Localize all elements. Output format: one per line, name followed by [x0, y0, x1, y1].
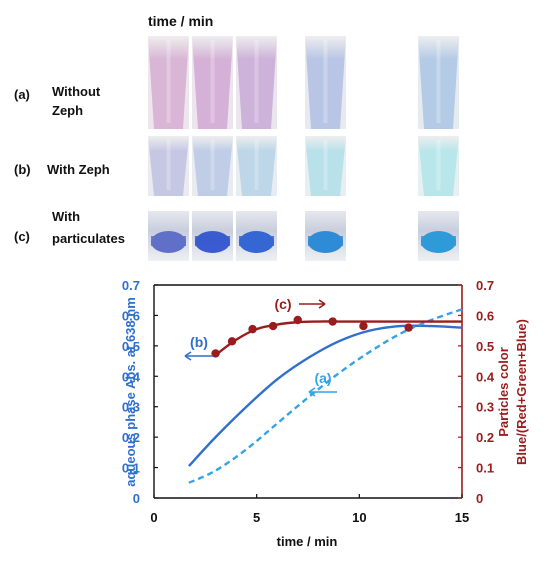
- tube-photo: [236, 36, 277, 129]
- data-point: [268, 321, 278, 331]
- x-tick-label: 15: [455, 510, 469, 525]
- tube-photo: [148, 136, 189, 196]
- plot-frame: [153, 284, 463, 499]
- annotation-arrowhead: [184, 351, 192, 361]
- y-right-axis-label-line1: Particles color: [496, 347, 511, 437]
- row-letter: (c): [14, 229, 30, 244]
- y-right-tick-label: 0.3: [476, 400, 494, 415]
- y-right-tick-label: 0.6: [476, 308, 494, 323]
- series-line-0: [188, 324, 463, 467]
- y-right-axis-ticks: 0 0.1 0.2 0.3 0.4 0.5 0.6 0.7: [458, 278, 495, 506]
- x-axis-ticks: 0 5 10 15: [150, 494, 469, 525]
- tube-photo: [148, 36, 189, 129]
- y-right-tick-label: 0.7: [476, 278, 494, 293]
- x-tick-label: 5: [253, 510, 260, 525]
- data-point: [328, 317, 337, 326]
- data-point: [227, 337, 237, 346]
- data-point: [293, 315, 302, 325]
- y-right-axis-label-line2: Blue/(Red+Green+Blue): [514, 319, 529, 465]
- tube-photo: [192, 36, 233, 129]
- annotation-arrowhead: [318, 299, 326, 309]
- series-line-1: [188, 308, 463, 484]
- tube-photo: [305, 36, 346, 129]
- data-point: [404, 323, 413, 332]
- photo-header: time / min: [148, 13, 213, 29]
- tube-photos: [148, 36, 459, 261]
- row-description: With: [52, 209, 80, 224]
- row-letter: (a): [14, 87, 30, 102]
- row-description: particulates: [52, 231, 125, 246]
- y-left-axis-label: aqueous phase Abs. at 638 nm: [123, 297, 138, 487]
- y-left-tick-label: 0.2: [122, 430, 140, 445]
- tube-photo: [192, 136, 233, 196]
- y-left-tick-label: 0.5: [122, 339, 140, 354]
- y-right-tick-label: 0: [476, 491, 483, 506]
- series: [188, 308, 463, 484]
- y-right-tick-label: 0.4: [476, 369, 495, 384]
- row-description: Without: [52, 84, 101, 99]
- tube-photo: [418, 36, 459, 129]
- tube-photo: [305, 136, 346, 196]
- y-left-tick-label: 0: [133, 491, 140, 506]
- x-axis-label: time / min: [277, 534, 338, 549]
- y-left-tick-label: 0.3: [122, 400, 140, 415]
- data-point: [248, 324, 257, 334]
- y-right-tick-label: 0.5: [476, 339, 494, 354]
- tube-photo: [236, 136, 277, 196]
- y-right-tick-label: 0.2: [476, 430, 494, 445]
- photo-panel: time / min 3571015 (a)WithoutZeph(b)With…: [14, 13, 459, 261]
- annotations: (c) (b) (a): [184, 296, 337, 397]
- data-point: [211, 349, 220, 358]
- y-left-tick-label: 0.1: [122, 461, 140, 476]
- row-labels: (a) Without Zeph (b) With Zeph (c) With particu…: [14, 84, 125, 246]
- annotation-label: (c): [274, 296, 291, 312]
- tube-photo: [148, 211, 189, 261]
- y-right-tick-label: 0.1: [476, 461, 494, 476]
- annotation-label: (b): [190, 334, 208, 350]
- annotation-label: (a): [314, 370, 331, 386]
- data-point: [359, 321, 368, 331]
- y-left-tick-label: 0.6: [122, 308, 140, 323]
- tube-photo: [236, 211, 277, 261]
- y-left-tick-label: 0.4: [122, 369, 141, 384]
- chart: 0 5 10 15 0 0.1 0.2 0.3 0.4 0.5 0.6 0.7 0 0.1 0.2 0.3…: [122, 278, 529, 549]
- x-tick-label: 0: [150, 510, 157, 525]
- annotation-arrowhead: [308, 387, 316, 397]
- x-tick-label: 10: [352, 510, 366, 525]
- tube-photo: [305, 211, 346, 261]
- row-description: Zeph: [52, 103, 83, 118]
- y-left-tick-label: 0.7: [122, 278, 140, 293]
- tube-photo: [418, 136, 459, 196]
- tube-photo: [192, 211, 233, 261]
- row-letter: (b): [14, 162, 31, 177]
- y-left-axis-ticks: 0 0.1 0.2 0.3 0.4 0.5 0.6 0.7: [122, 278, 158, 506]
- tube-photo: [418, 211, 459, 261]
- row-description: With Zeph: [47, 162, 110, 177]
